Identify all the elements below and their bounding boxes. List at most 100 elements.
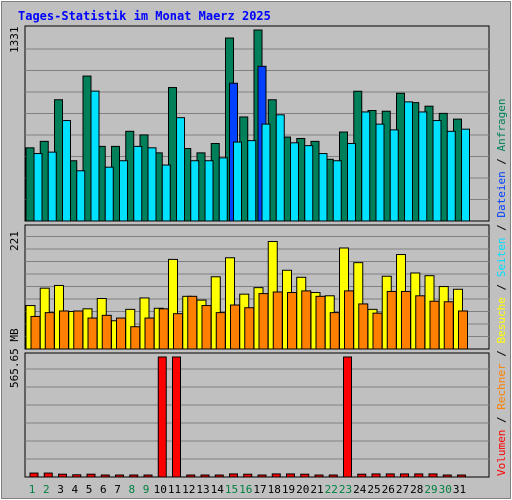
bar-seiten-day-29 xyxy=(432,120,442,222)
x-tick-day-2: 2 xyxy=(43,483,50,496)
bar-seiten-day-31 xyxy=(461,128,470,222)
bar-seiten-day-20 xyxy=(304,145,314,222)
bar-volumen-day-6 xyxy=(100,474,110,478)
bar-seiten-day-4 xyxy=(76,170,86,222)
y-max-label: 1331 xyxy=(8,27,21,54)
bar-volumen-day-31 xyxy=(457,474,466,478)
x-tick-day-28: 28 xyxy=(410,483,423,496)
bar-volumen-day-21 xyxy=(314,474,324,478)
bar-seiten-day-6 xyxy=(104,166,114,222)
vertical-legend: Volumen / Rechner / Besuche / Seiten / D… xyxy=(495,98,508,476)
bar-rechner-day-19 xyxy=(287,292,297,350)
bar-volumen-day-7 xyxy=(115,474,124,478)
x-tick-day-15: 15 xyxy=(225,483,238,496)
bar-rechner-day-27 xyxy=(401,290,411,350)
bar-rechner-day-1 xyxy=(30,315,41,350)
bar-volumen-day-12 xyxy=(186,474,196,478)
bar-seiten-day-12 xyxy=(190,160,200,222)
bar-seiten-day-1 xyxy=(33,153,43,222)
bar-volumen-day-5 xyxy=(86,473,96,478)
bar-rechner-day-31 xyxy=(458,310,468,350)
legend-text: Volumen / Rechner / Besuche / Seiten / D… xyxy=(495,98,508,476)
legend-entry-dateien: Dateien xyxy=(495,171,508,217)
x-tick-day-1: 1 xyxy=(29,483,36,496)
bar-seiten-day-15 xyxy=(233,141,242,222)
bar-seiten-day-21 xyxy=(318,153,328,222)
bar-volumen-day-14 xyxy=(214,474,224,478)
x-tick-day-3: 3 xyxy=(57,483,64,496)
bar-rechner-day-15 xyxy=(230,304,240,350)
bar-volumen-day-10 xyxy=(157,356,167,478)
bar-volumen-day-8 xyxy=(129,474,139,478)
x-tick-day-11: 11 xyxy=(168,483,181,496)
bar-volumen-day-28 xyxy=(414,473,424,478)
x-tick-day-21: 21 xyxy=(310,483,323,496)
chart-panels: 1331 221 565.65 MB xyxy=(8,25,490,478)
bar-volumen-day-4 xyxy=(72,474,82,478)
bar-rechner-day-6 xyxy=(101,314,112,350)
x-tick-day-24: 24 xyxy=(353,483,367,496)
x-tick-day-12: 12 xyxy=(182,483,195,496)
bar-seiten-day-30 xyxy=(446,130,456,222)
x-tick-day-9: 9 xyxy=(143,483,150,496)
bar-seiten-day-22 xyxy=(332,160,342,222)
bar-seiten-day-16 xyxy=(247,140,257,222)
bar-volumen-day-3 xyxy=(58,473,67,478)
bar-seiten-day-2 xyxy=(47,151,57,222)
bar-volumen-day-19 xyxy=(286,473,295,478)
x-tick-day-31: 31 xyxy=(453,483,466,496)
bar-seiten-day-26 xyxy=(389,129,399,222)
x-tick-day-25: 25 xyxy=(367,483,380,496)
bar-seiten-day-5 xyxy=(90,90,100,222)
bar-volumen-day-18 xyxy=(271,473,281,478)
x-tick-day-17: 17 xyxy=(253,483,266,496)
x-tick-day-13: 13 xyxy=(196,483,209,496)
x-tick-day-8: 8 xyxy=(128,483,135,496)
x-tick-day-18: 18 xyxy=(268,483,281,496)
panel-2: 221 xyxy=(8,224,490,350)
x-tick-day-4: 4 xyxy=(71,483,78,496)
x-tick-day-16: 16 xyxy=(239,483,252,496)
bar-rechner-day-22 xyxy=(329,312,340,350)
bar-volumen-day-2 xyxy=(43,472,53,478)
legend-entry-besuche: Besuche xyxy=(495,297,508,343)
bar-rechner-day-8 xyxy=(130,326,141,350)
bar-volumen-day-30 xyxy=(442,474,452,478)
bar-volumen-day-23 xyxy=(343,356,352,478)
x-axis-day-labels: 1 2 3 4 5 6 7 8 9 10 11 12 13 14 15 16 17 18 19 20 21 22 23 24 2… xyxy=(29,483,466,496)
bar-volumen-day-20 xyxy=(300,473,310,478)
legend-separator: / xyxy=(495,344,508,364)
x-tick-day-27: 27 xyxy=(396,483,409,496)
bar-seiten-day-9 xyxy=(147,147,157,222)
bar-rechner-day-2 xyxy=(44,312,55,350)
bar-rechner-day-21 xyxy=(315,295,326,350)
bar-seiten-day-13 xyxy=(204,160,214,222)
bar-rechner-day-7 xyxy=(116,317,126,350)
bar-seiten-day-24 xyxy=(361,111,371,222)
x-tick-day-30: 30 xyxy=(439,483,452,496)
bar-volumen-day-1 xyxy=(29,472,39,478)
bar-rechner-day-26 xyxy=(386,290,397,350)
bar-rechner-day-14 xyxy=(215,312,226,350)
bar-volumen-day-16 xyxy=(243,473,253,478)
bar-volumen-day-17 xyxy=(257,474,267,478)
bar-volumen-day-24 xyxy=(357,473,367,478)
bar-seiten-day-3 xyxy=(62,120,71,222)
legend-separator: / xyxy=(495,277,508,297)
bar-rechner-day-9 xyxy=(144,317,155,350)
x-tick-day-10: 10 xyxy=(154,483,167,496)
x-tick-day-22: 22 xyxy=(325,483,338,496)
legend-entry-seiten: Seiten xyxy=(495,238,508,278)
x-tick-day-20: 20 xyxy=(296,483,309,496)
bar-rechner-day-23 xyxy=(344,290,354,350)
bar-rechner-day-24 xyxy=(358,303,369,350)
y-max-label: 221 xyxy=(8,231,21,251)
legend-entry-anfragen: Anfragen xyxy=(495,98,508,151)
plot-area xyxy=(24,352,490,478)
bar-seiten-day-25 xyxy=(375,123,385,222)
x-tick-day-26: 26 xyxy=(382,483,395,496)
legend-separator: / xyxy=(495,151,508,171)
bar-rechner-day-28 xyxy=(415,295,426,350)
